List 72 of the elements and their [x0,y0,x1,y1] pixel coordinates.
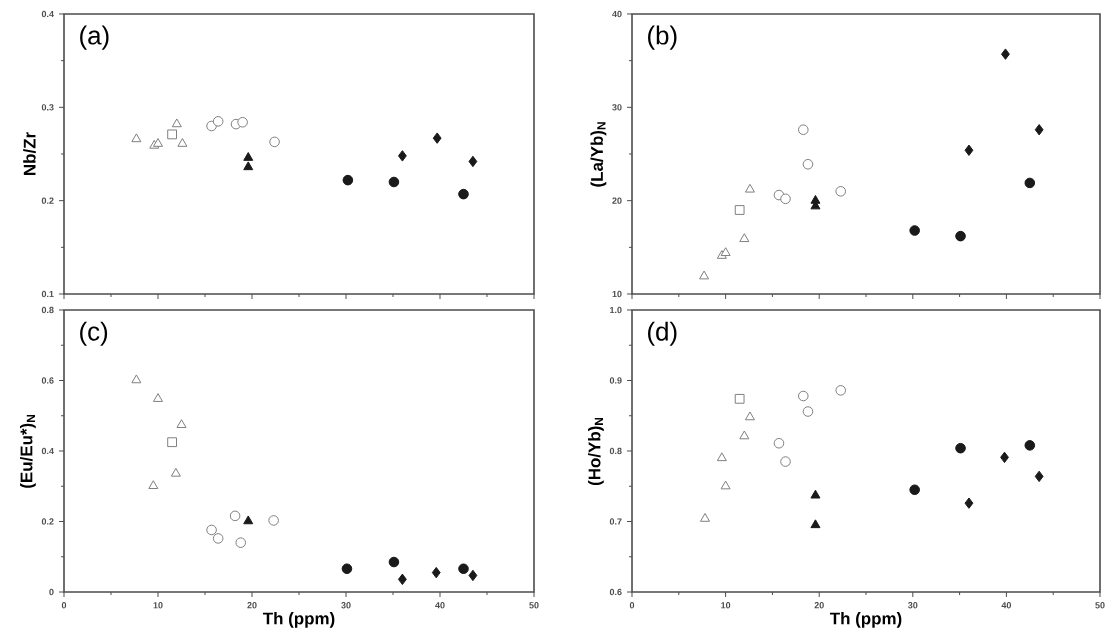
point [955,442,966,454]
point [167,437,177,448]
point [388,176,400,188]
point [243,152,254,161]
y-axis-title: (Eu/Eu*)$_{N}$ [20,415,36,488]
point [431,566,441,579]
point [171,118,182,128]
y-axis-title: Nb/Zr [23,132,36,175]
point [797,390,809,402]
point [131,374,142,384]
point [237,116,248,128]
point [167,129,177,140]
point [269,136,280,148]
point [810,489,821,499]
point [1034,124,1044,136]
annotation: (b) [648,25,677,50]
y-axis-title: (Ho/Yb)$_{N}$ [588,417,604,486]
point [802,158,814,170]
annotation: (d) [648,321,677,346]
point [909,225,920,236]
point [955,230,966,242]
point [802,406,814,417]
point [1024,177,1036,189]
point [388,556,400,568]
x-axis-title: Th (ppm) [829,612,902,628]
point [964,497,974,509]
point [909,484,920,496]
annotation: (a) [80,25,109,50]
y-axis-title: (La/Yb)$_{N}$ [590,122,607,187]
point [268,515,279,526]
point [432,132,442,144]
point [342,174,354,186]
point [1034,470,1044,483]
point [398,150,407,162]
point [780,456,791,467]
point [131,133,142,143]
point [734,205,745,215]
point [810,519,821,529]
point [964,144,974,156]
point [212,116,224,127]
point [716,452,727,462]
point [177,138,188,147]
point [206,524,217,536]
point [699,270,710,280]
point [458,188,469,200]
point [212,533,224,544]
point [700,512,711,522]
point [744,411,755,421]
point [153,393,163,402]
annotation: (c) [80,321,108,346]
point [468,569,478,582]
point [1024,440,1036,451]
point [468,155,478,168]
point [341,563,353,575]
point [797,124,809,136]
point [739,430,750,440]
point [744,183,755,193]
point [243,515,254,525]
point [835,186,847,197]
point [235,537,247,548]
x-axis-title: Th (ppm) [262,612,335,628]
point [720,480,731,490]
point [1001,48,1010,60]
point [780,193,791,205]
point [734,393,745,404]
point [229,510,241,522]
point [170,467,181,477]
point [243,161,254,171]
point [773,437,785,449]
point [458,563,469,575]
point [835,385,847,396]
point [739,233,750,243]
